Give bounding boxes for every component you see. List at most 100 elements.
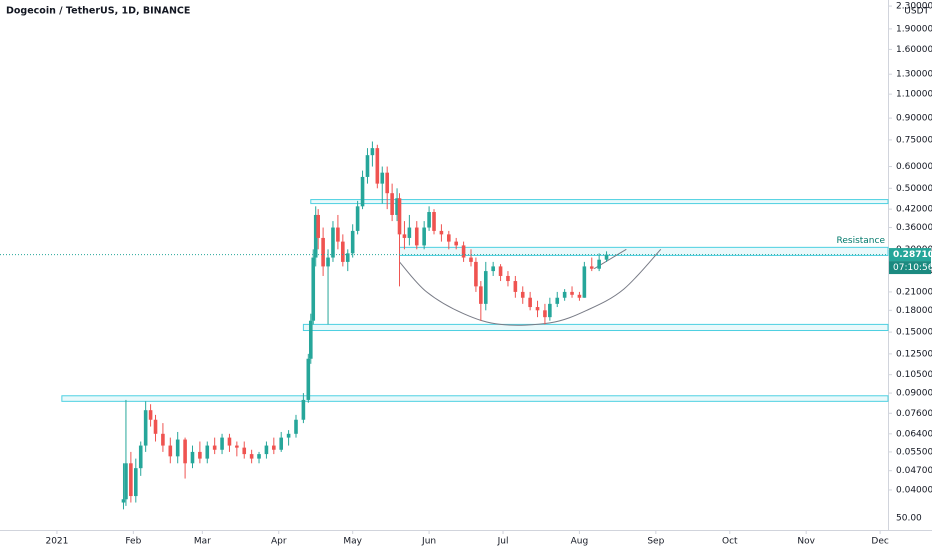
- candle-body: [321, 237, 325, 267]
- zone: [302, 323, 889, 332]
- chart-title: Dogecoin / TetherUS, 1D, BINANCE: [6, 6, 190, 17]
- candle-body: [134, 468, 138, 497]
- candle-body: [257, 454, 261, 459]
- candle-body: [447, 234, 451, 242]
- y-tick-label: 0.36000: [896, 223, 932, 233]
- candle-body: [582, 266, 587, 298]
- candle-body: [308, 320, 313, 359]
- candle-body: [385, 172, 389, 194]
- y-tick-label: 0.90000: [896, 114, 932, 124]
- candle-body: [543, 310, 547, 318]
- countdown-tag: [889, 261, 931, 275]
- candle-body: [331, 227, 335, 258]
- axes: 2.30000 1.90000 1.60000 1.30000 1.10000 0.900…: [45, 2, 932, 547]
- candle-body: [577, 294, 582, 298]
- candle-body: [227, 437, 232, 446]
- y-tick-label: 1.90000: [896, 24, 932, 34]
- candle-body: [483, 271, 488, 304]
- volume-label: 50.00: [896, 514, 922, 524]
- candle-body: [212, 445, 217, 450]
- candle-body: [479, 286, 483, 304]
- candle-body: [414, 227, 419, 246]
- y-tick-label: 0.75000: [896, 135, 932, 145]
- candle-body: [242, 447, 247, 455]
- x-tick-label: Feb: [125, 537, 141, 547]
- y-tick-label: 0.04700: [896, 466, 932, 476]
- candle-body: [336, 227, 340, 242]
- y-tick-label: 1.30000: [896, 70, 932, 80]
- last-price-label: 0.28710: [893, 250, 932, 260]
- y-tick-label: 2.30000: [896, 2, 932, 12]
- candle-body: [439, 230, 444, 235]
- candle-body: [175, 439, 180, 457]
- y-tick-label: 0.18000: [896, 306, 932, 316]
- candle-body: [143, 410, 148, 446]
- candle-body: [380, 172, 385, 184]
- zone: [61, 395, 889, 402]
- plot-area: Resistance: [0, 141, 889, 510]
- x-tick-label: Jun: [421, 537, 436, 547]
- x-tick-label: Apr: [271, 537, 287, 547]
- candle-body: [548, 303, 552, 318]
- zone-label: Resistance: [837, 236, 886, 246]
- candle-body: [220, 437, 224, 450]
- candle-body: [498, 266, 503, 276]
- candle-body: [306, 358, 311, 400]
- candle-body: [365, 155, 370, 177]
- candle-body: [427, 212, 431, 228]
- candle-body: [520, 291, 525, 298]
- candle-body: [474, 261, 478, 287]
- last-price-tag: [889, 248, 931, 262]
- candle-body: [589, 266, 594, 269]
- candle-body: [235, 445, 239, 448]
- x-tick-label: Oct: [722, 537, 738, 547]
- candle-body: [422, 227, 426, 246]
- candle-body: [124, 463, 128, 500]
- y-tick-label: 0.10500: [896, 370, 932, 380]
- candle-body: [198, 451, 202, 459]
- candle-body: [294, 419, 298, 434]
- candle-body: [555, 297, 560, 304]
- candle-body: [604, 254, 609, 260]
- y-tick-label: 0.09000: [896, 389, 932, 399]
- candle-body: [313, 214, 318, 258]
- countdown-label: 07:10:56: [893, 263, 932, 273]
- candle-body: [190, 451, 195, 464]
- y-tick-label: 0.05500: [896, 447, 932, 457]
- candle-body: [311, 257, 316, 321]
- y-tick-label: 0.50000: [896, 184, 932, 194]
- candle-body: [454, 241, 458, 246]
- candle-body: [168, 445, 173, 457]
- candle-body: [528, 297, 532, 308]
- y-tick-label: 0.15000: [896, 328, 932, 338]
- candle-body: [375, 148, 380, 184]
- candle-body: [370, 148, 375, 156]
- candle-body: [279, 437, 284, 450]
- candle-body: [153, 419, 158, 434]
- x-tick-label: Nov: [797, 537, 815, 547]
- x-tick-label: May: [343, 537, 362, 547]
- candle-body: [301, 399, 306, 420]
- candle-body: [432, 212, 436, 231]
- cup-curve: [399, 248, 662, 326]
- candle-body: [350, 230, 355, 254]
- zone: [310, 199, 889, 205]
- candle-body: [272, 445, 276, 450]
- candle-body: [249, 454, 254, 459]
- y-tick-label: 0.07600: [896, 409, 932, 419]
- candle-body: [469, 257, 473, 262]
- candle-body: [402, 234, 407, 238]
- candle-body: [461, 245, 466, 258]
- candle-body: [491, 266, 495, 272]
- y-tick-label: 0.06400: [896, 429, 932, 439]
- candle-body: [407, 227, 412, 238]
- y-tick-label: 0.04000: [896, 485, 932, 495]
- y-tick-label: 1.10000: [896, 90, 932, 100]
- y-tick-label: 0.21000: [896, 287, 932, 297]
- candle-body: [205, 445, 210, 459]
- x-tick-label: Aug: [571, 537, 589, 547]
- candle-body: [345, 253, 350, 262]
